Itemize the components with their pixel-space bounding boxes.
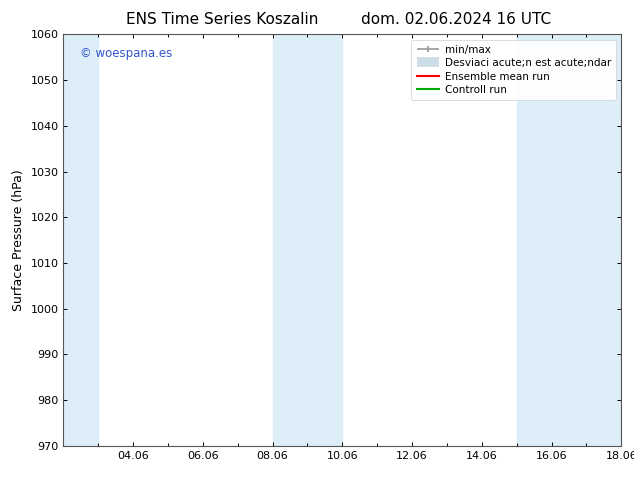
Bar xyxy=(63,34,98,446)
Bar xyxy=(517,34,621,446)
Text: dom. 02.06.2024 16 UTC: dom. 02.06.2024 16 UTC xyxy=(361,12,552,27)
Bar xyxy=(273,34,342,446)
Text: © woespana.es: © woespana.es xyxy=(80,47,172,60)
Y-axis label: Surface Pressure (hPa): Surface Pressure (hPa) xyxy=(12,169,25,311)
Text: ENS Time Series Koszalin: ENS Time Series Koszalin xyxy=(126,12,318,27)
Legend: min/max, Desviaci acute;n est acute;ndar, Ensemble mean run, Controll run: min/max, Desviaci acute;n est acute;ndar… xyxy=(411,40,616,100)
